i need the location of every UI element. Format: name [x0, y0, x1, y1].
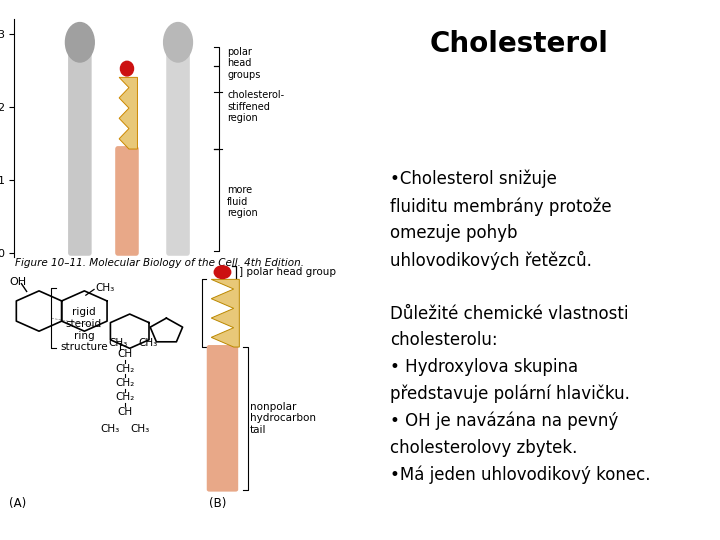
Text: polar
head
groups: polar head groups	[227, 46, 261, 80]
Text: Figure 10–11. Molecular Biology of the Cell. 4th Edition.: Figure 10–11. Molecular Biology of the C…	[15, 258, 304, 268]
Text: cholesterol-
stiffened
region: cholesterol- stiffened region	[227, 90, 284, 123]
Text: CH: CH	[117, 349, 132, 359]
Text: CH₂: CH₂	[115, 363, 135, 374]
Text: (B): (B)	[210, 497, 227, 510]
Text: rigid
steroid
ring
structure: rigid steroid ring structure	[60, 307, 108, 352]
Text: CH₂: CH₂	[115, 378, 135, 388]
Text: Cholesterol: Cholesterol	[430, 30, 609, 58]
Text: CH₃: CH₃	[95, 283, 114, 293]
Text: (A): (A)	[9, 497, 27, 510]
FancyBboxPatch shape	[166, 43, 190, 256]
Circle shape	[215, 266, 230, 279]
Text: CH₂: CH₂	[115, 393, 135, 402]
Text: CH: CH	[117, 407, 132, 417]
FancyBboxPatch shape	[115, 146, 139, 256]
Polygon shape	[119, 77, 138, 149]
Ellipse shape	[163, 23, 192, 62]
Text: OH: OH	[9, 277, 26, 287]
Text: CH₃: CH₃	[101, 424, 120, 434]
FancyBboxPatch shape	[68, 43, 91, 256]
Text: more
fluid
region: more fluid region	[227, 185, 258, 218]
Text: CH₃: CH₃	[108, 338, 127, 348]
FancyBboxPatch shape	[207, 345, 238, 491]
Circle shape	[120, 62, 133, 76]
Text: CH₃: CH₃	[138, 338, 158, 348]
Text: Důležité chemické vlastnosti
cholesterolu:
• Hydroxylova skupina
představuje pol: Důležité chemické vlastnosti cholesterol…	[390, 305, 650, 484]
Polygon shape	[211, 279, 239, 347]
Text: ] polar head group: ] polar head group	[239, 267, 336, 277]
Text: •Cholesterol snižuje
fluiditu membrány protože
omezuje pohyb
uhlovodikových řetě: •Cholesterol snižuje fluiditu membrány p…	[390, 170, 611, 270]
Text: nonpolar
hydrocarbon
tail: nonpolar hydrocarbon tail	[250, 402, 316, 435]
Text: CH₃: CH₃	[130, 424, 150, 434]
Ellipse shape	[66, 23, 94, 62]
